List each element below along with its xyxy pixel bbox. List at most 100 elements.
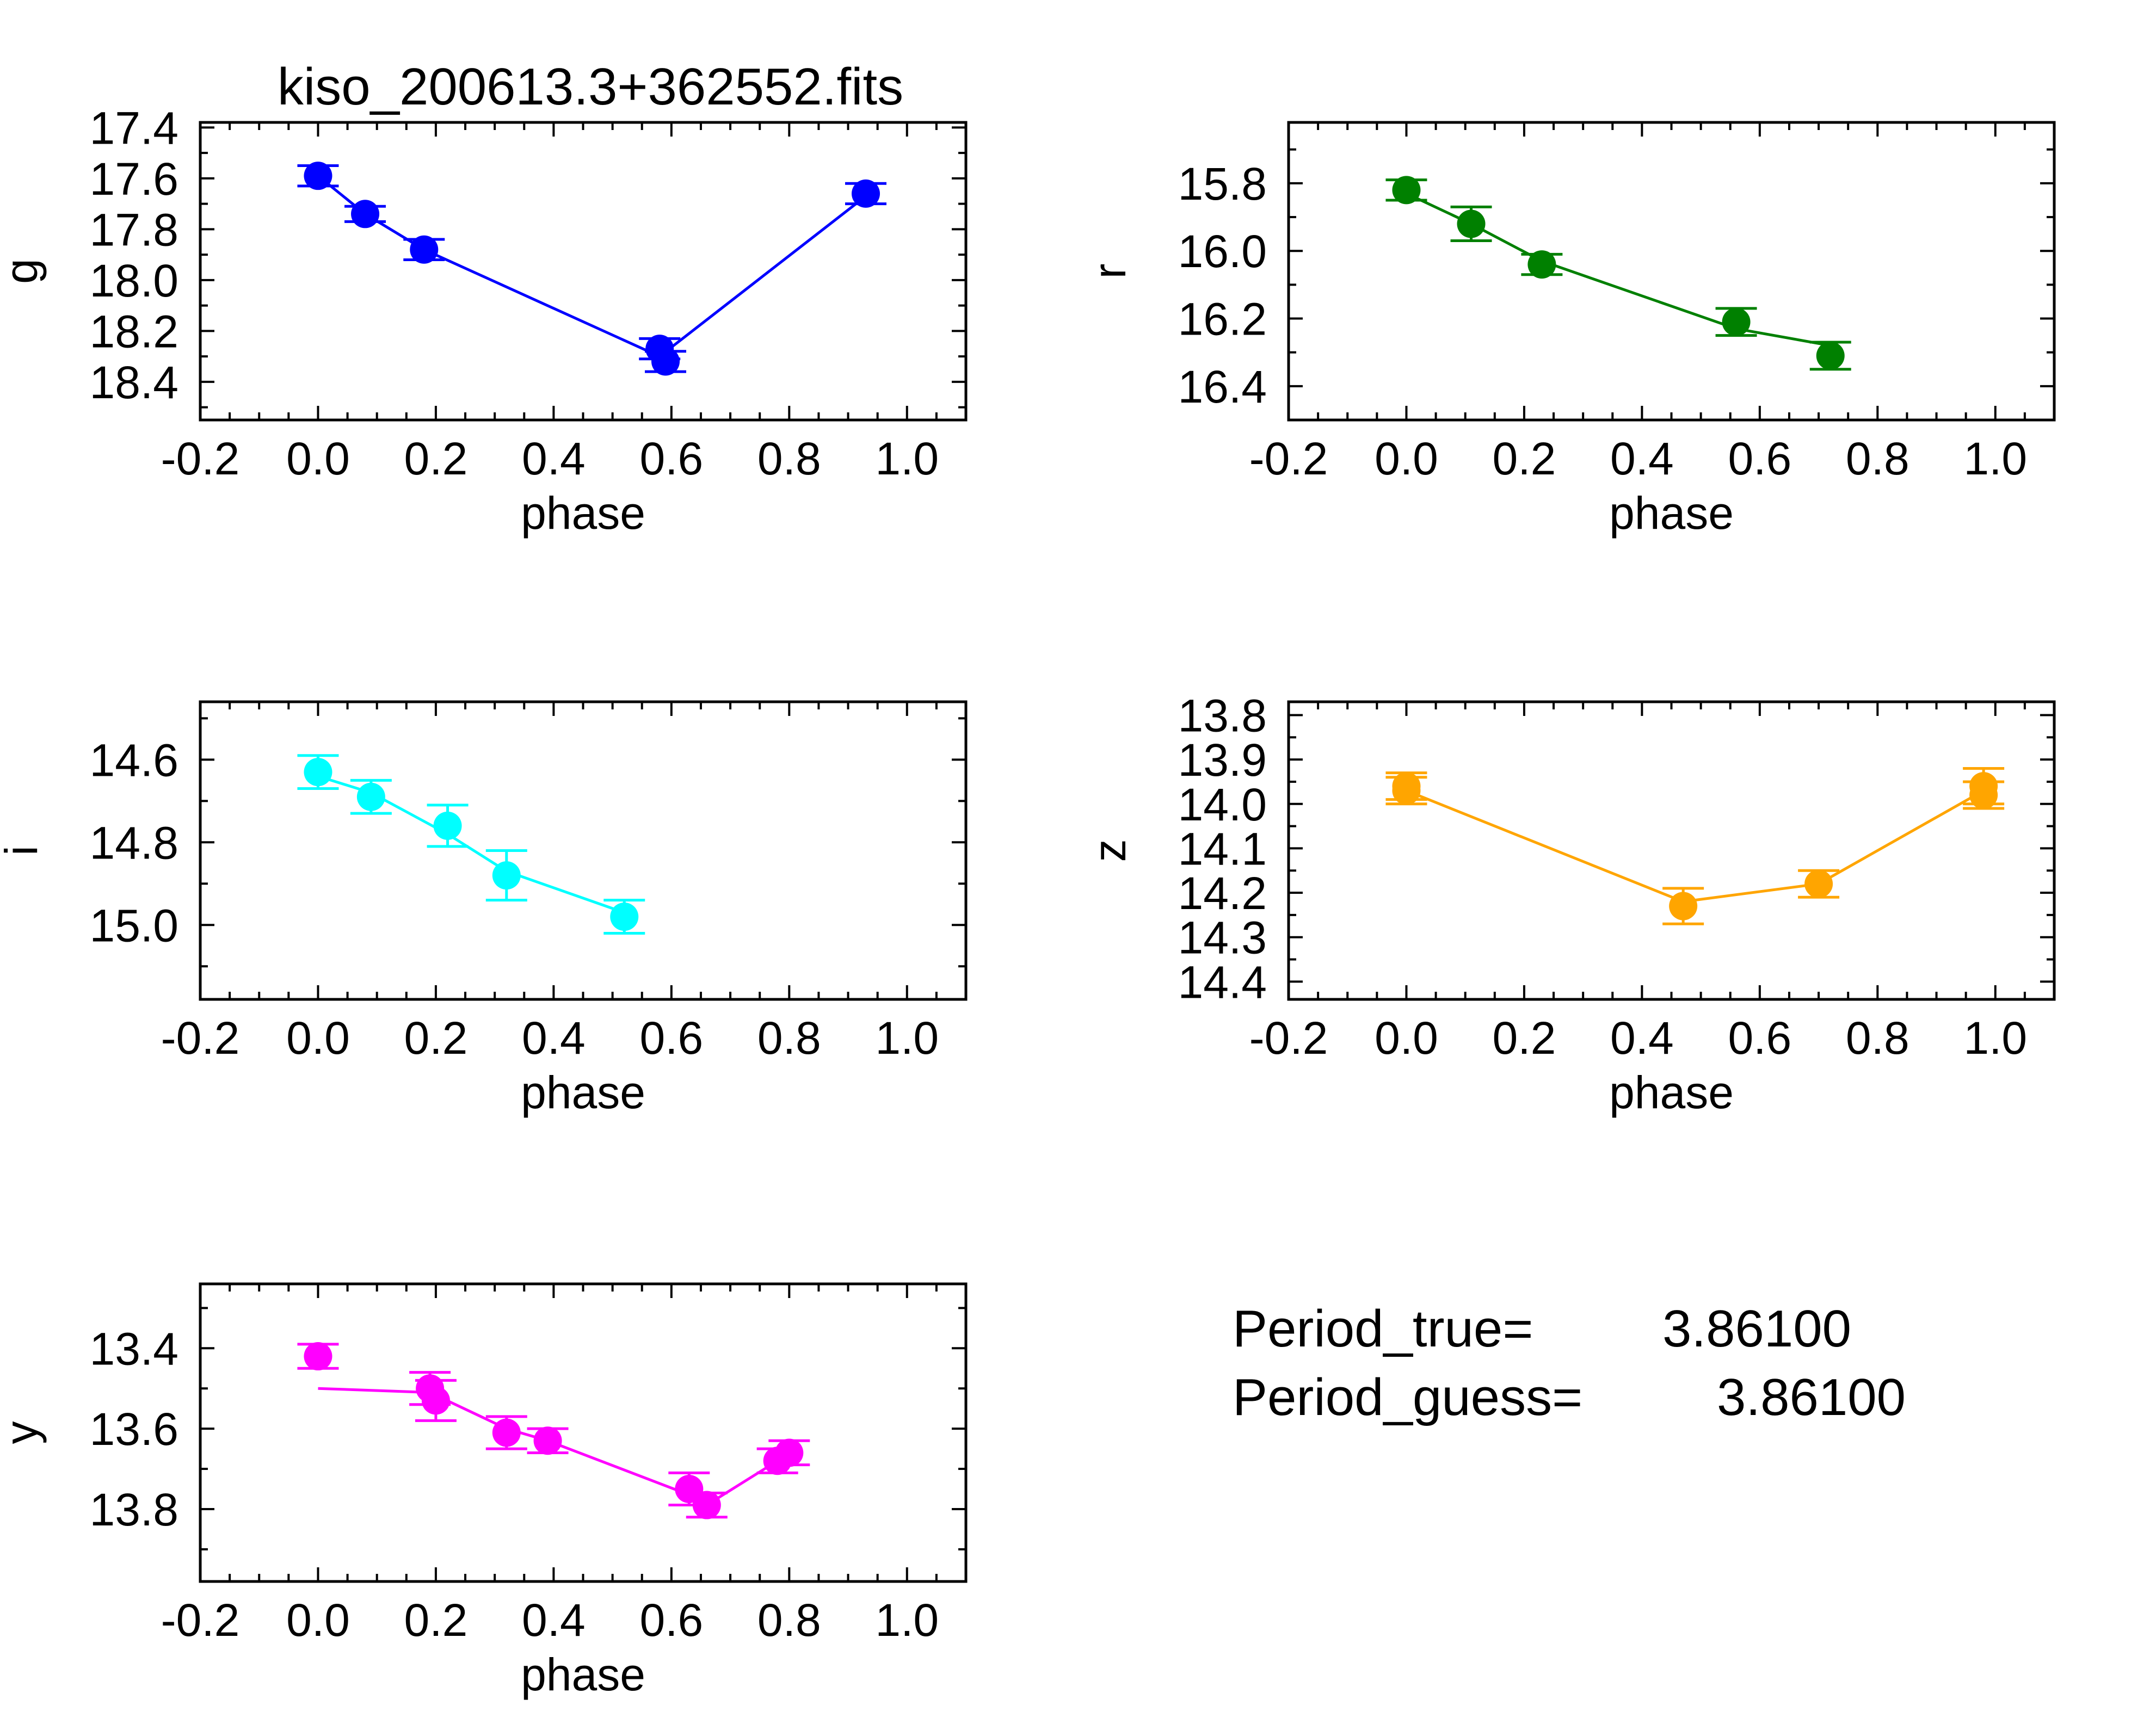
x-tick-label-z: 0.8 <box>1846 1012 1909 1064</box>
panel-r: -0.2 0.0 0.2 0.4 0.6 0.8 1.0 phase 15.8 16.0 16.2 1… <box>1084 121 2056 539</box>
data-point-i <box>610 903 639 931</box>
x-tick-label-i: 0.0 <box>286 1012 350 1064</box>
y-tick-label-g: 18.2 <box>90 306 179 357</box>
y-tick-label-r: 15.8 <box>1178 158 1267 209</box>
data-point-y <box>492 1418 521 1447</box>
plot-frame-r <box>1287 121 2056 422</box>
y-tick-label-r: 16.2 <box>1178 294 1267 345</box>
data-point-i <box>492 861 521 890</box>
y-axis-label-y: y <box>0 1422 47 1444</box>
x-tick-label-g: -0.2 <box>161 433 240 484</box>
y-tick-label-g: 17.6 <box>90 153 179 205</box>
series-line-g <box>317 175 867 359</box>
panel-z: -0.2 0.0 0.2 0.4 0.6 0.8 1.0phase13.813.914.01… <box>1084 690 2056 1118</box>
plot-frame-y <box>199 1282 968 1583</box>
y-tick-label-i: 15.0 <box>90 900 179 951</box>
data-point-i <box>433 811 462 840</box>
x-tick-label-z: 0.4 <box>1610 1012 1674 1064</box>
y-tick-label-g: 17.8 <box>90 204 179 255</box>
x-axis-label-y: phase <box>521 1649 645 1700</box>
x-axis-label-r: phase <box>1609 487 1734 539</box>
x-tick-label-r: 0.2 <box>1493 433 1556 484</box>
x-tick-label-r: 0.4 <box>1610 433 1674 484</box>
y-axis-label-g: g <box>0 258 47 284</box>
period-true-row: Period_true= 3.86100 <box>1233 1295 2049 1363</box>
y-tick-label-z: 14.4 <box>1178 956 1267 1008</box>
data-point-i <box>304 758 332 787</box>
x-tick-label-i: 0.8 <box>757 1012 821 1064</box>
data-point-i <box>356 782 385 811</box>
y-axis-label-z: z <box>1084 839 1135 862</box>
data-point-r <box>1457 209 1486 238</box>
data-point-y <box>775 1438 804 1467</box>
series-line-z <box>1406 789 1985 903</box>
data-point-y <box>304 1342 332 1371</box>
panel-g: -0.2 0.0 0.2 0.4 0.6 0.8 1.0phase17.417.617.81… <box>0 102 968 539</box>
y-tick-label-i: 14.8 <box>90 817 179 868</box>
plot-frame-z <box>1287 700 2056 1001</box>
x-tick-label-y: 0.8 <box>757 1595 821 1646</box>
x-tick-label-z: 0.6 <box>1728 1012 1791 1064</box>
x-tick-label-g: 1.0 <box>875 433 939 484</box>
x-tick-label-g: 0.2 <box>404 433 468 484</box>
y-tick-label-i: 14.6 <box>90 734 179 786</box>
data-point-z <box>1669 892 1698 920</box>
x-axis-label-i: phase <box>521 1067 645 1118</box>
data-point-g <box>852 179 880 208</box>
data-point-r <box>1816 341 1845 370</box>
data-point-g <box>410 235 439 264</box>
y-tick-label-z: 13.8 <box>1178 690 1267 741</box>
data-point-z <box>1804 869 1833 898</box>
x-tick-label-y: 0.2 <box>404 1595 468 1646</box>
panel-i: -0.2 0.0 0.2 0.4 0.6 0.8 1.0 phase 14.6 14.8 15.0 i <box>0 700 968 1118</box>
x-tick-label-r: 0.0 <box>1375 433 1438 484</box>
plot-frame-i <box>199 700 968 1001</box>
x-tick-label-z: 0.2 <box>1493 1012 1556 1064</box>
x-tick-label-r: 0.8 <box>1846 433 1909 484</box>
x-tick-label-i: -0.2 <box>161 1012 240 1064</box>
y-tick-label-z: 14.3 <box>1178 912 1267 963</box>
x-tick-label-g: 0.8 <box>757 433 821 484</box>
x-tick-label-y: 0.6 <box>639 1595 703 1646</box>
x-tick-label-r: 0.6 <box>1728 433 1791 484</box>
x-tick-label-z: -0.2 <box>1249 1012 1328 1064</box>
x-tick-label-i: 0.2 <box>404 1012 468 1064</box>
x-tick-label-g: 0.4 <box>522 433 586 484</box>
y-tick-label-g: 17.4 <box>90 102 179 153</box>
x-tick-label-r: 1.0 <box>1963 433 2027 484</box>
x-tick-label-g: 0.6 <box>639 433 703 484</box>
y-tick-label-g: 18.0 <box>90 255 179 306</box>
data-point-g <box>304 162 332 190</box>
x-axis-label-z: phase <box>1609 1067 1734 1118</box>
data-point-g <box>351 200 380 228</box>
data-point-z <box>1392 776 1421 805</box>
x-tick-label-y: 0.0 <box>286 1595 350 1646</box>
data-point-z <box>1969 781 1998 810</box>
x-tick-label-i: 0.6 <box>639 1012 703 1064</box>
data-point-y <box>421 1386 450 1415</box>
y-tick-label-z: 14.1 <box>1178 823 1267 874</box>
y-tick-label-y: 13.6 <box>90 1404 179 1455</box>
y-tick-label-r: 16.0 <box>1178 226 1267 277</box>
y-tick-label-y: 13.8 <box>90 1484 179 1535</box>
y-tick-label-y: 13.4 <box>90 1323 179 1374</box>
x-tick-label-g: 0.0 <box>286 433 350 484</box>
data-point-y <box>692 1491 721 1519</box>
period-guess-value: 3.86100 <box>1717 1368 1906 1426</box>
x-tick-label-y: -0.2 <box>161 1595 240 1646</box>
period-true-value: 3.86100 <box>1662 1300 1852 1358</box>
y-tick-label-r: 16.4 <box>1178 361 1267 412</box>
y-axis-label-i: i <box>0 845 47 856</box>
data-point-r <box>1392 176 1421 205</box>
x-tick-label-i: 1.0 <box>875 1012 939 1064</box>
y-tick-label-z: 14.0 <box>1178 779 1267 830</box>
y-tick-label-g: 18.4 <box>90 357 179 408</box>
x-tick-label-y: 1.0 <box>875 1595 939 1646</box>
period-guess-label: Period_guess= <box>1233 1368 1583 1426</box>
x-tick-label-z: 1.0 <box>1963 1012 2027 1064</box>
data-point-r <box>1527 250 1556 279</box>
panel-y: -0.2 0.0 0.2 0.4 0.6 0.8 1.0 phase 13.4 13.6 13.8 y <box>0 1282 968 1700</box>
period-info: Period_true= 3.86100 Period_guess= 3.861… <box>1233 1295 2049 1432</box>
x-tick-label-z: 0.0 <box>1375 1012 1438 1064</box>
